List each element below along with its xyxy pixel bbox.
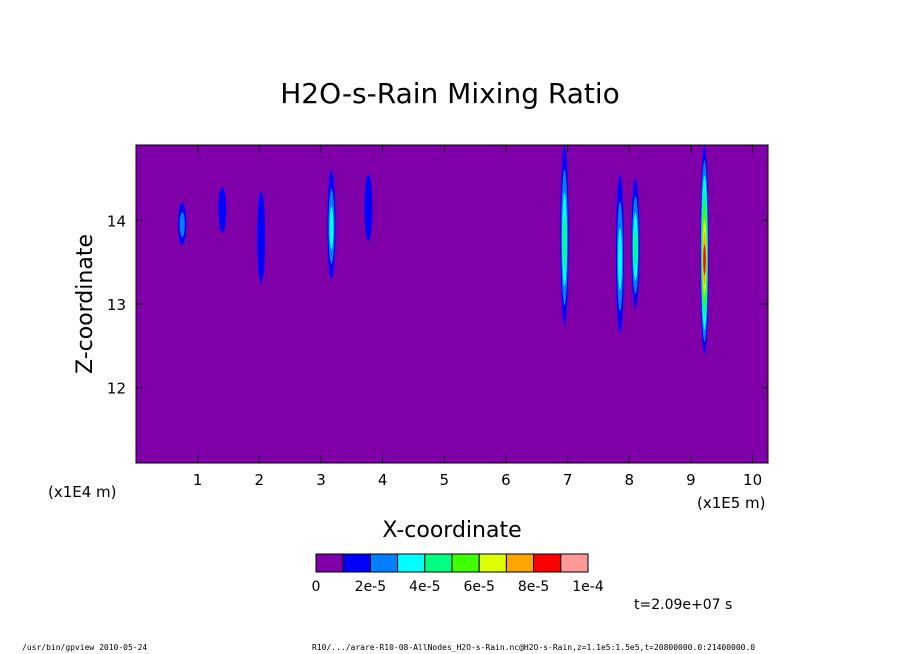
colorbar-swatch	[397, 553, 426, 573]
chart-title: H2O-s-Rain Mixing Ratio	[280, 77, 620, 110]
y-scale-label: (x1E4 m)	[48, 483, 117, 501]
colorbar-swatch	[505, 553, 535, 573]
contour-level	[329, 206, 334, 250]
x-tick-label: 9	[686, 471, 696, 489]
contour-level	[218, 186, 227, 233]
x-tick-label: 5	[440, 471, 450, 489]
y-axis-ticks: 12 13 14	[107, 212, 768, 398]
contour-level	[703, 244, 706, 275]
y-tick-label: 13	[107, 296, 126, 314]
colorbar-tick-label: 4e-5	[409, 579, 440, 595]
y-tick-label: 14	[107, 212, 126, 230]
colorbar-swatch	[424, 553, 453, 573]
colorbar-swatch	[560, 553, 589, 573]
colorbar-tick-labels: 0 2e-5 4e-5 6e-5 8e-5 1e-4	[312, 579, 604, 595]
x-scale-label: (x1E5 m)	[697, 494, 766, 512]
y-axis-label: Z-coordinate	[73, 234, 98, 374]
x-tick-label: 2	[255, 471, 265, 489]
x-tick-label: 3	[316, 471, 326, 489]
colorbar-tick-label: 0	[312, 579, 321, 595]
x-tick-label: 6	[501, 471, 511, 489]
x-tick-label: 8	[624, 471, 634, 489]
footer-right: R10/.../arare-R10-08-AllNodes_H2O-s-Rain…	[312, 643, 756, 652]
contour-level	[618, 227, 623, 291]
x-tick-label: 10	[743, 471, 762, 489]
colorbar-tick-label: 2e-5	[355, 579, 386, 595]
x-axis-label: X-coordinate	[382, 518, 521, 543]
colorbar-swatch	[342, 553, 371, 573]
x-tick-label: 1	[193, 471, 203, 489]
colorbar-tick-label: 1e-4	[572, 579, 604, 595]
time-label: t=2.09e+07 s	[634, 597, 732, 613]
contour-features	[178, 145, 709, 355]
colorbar-swatch	[451, 553, 480, 573]
contour-level	[257, 191, 266, 284]
colorbar-swatch	[369, 553, 399, 573]
contour-level	[364, 174, 373, 242]
contour-level	[633, 229, 638, 268]
y-tick-label: 12	[107, 380, 126, 398]
colorbar-swatch	[478, 553, 507, 573]
contour-level	[179, 212, 185, 238]
plot-background	[136, 145, 768, 463]
contour-level	[562, 215, 567, 269]
colorbar-tick-label: 6e-5	[463, 579, 494, 595]
x-tick-label: 7	[563, 471, 573, 489]
colorbar-swatch	[315, 553, 344, 573]
colorbar-swatch	[533, 553, 562, 573]
colorbar-tick-label: 8e-5	[518, 579, 549, 595]
footer-left: /usr/bin/gpview 2010-05-24	[22, 643, 148, 652]
colorbar	[315, 553, 589, 573]
x-tick-label: 4	[378, 471, 388, 489]
x-axis-ticks: 1 2 3 4 5 6 7 8 9 10	[193, 145, 762, 489]
